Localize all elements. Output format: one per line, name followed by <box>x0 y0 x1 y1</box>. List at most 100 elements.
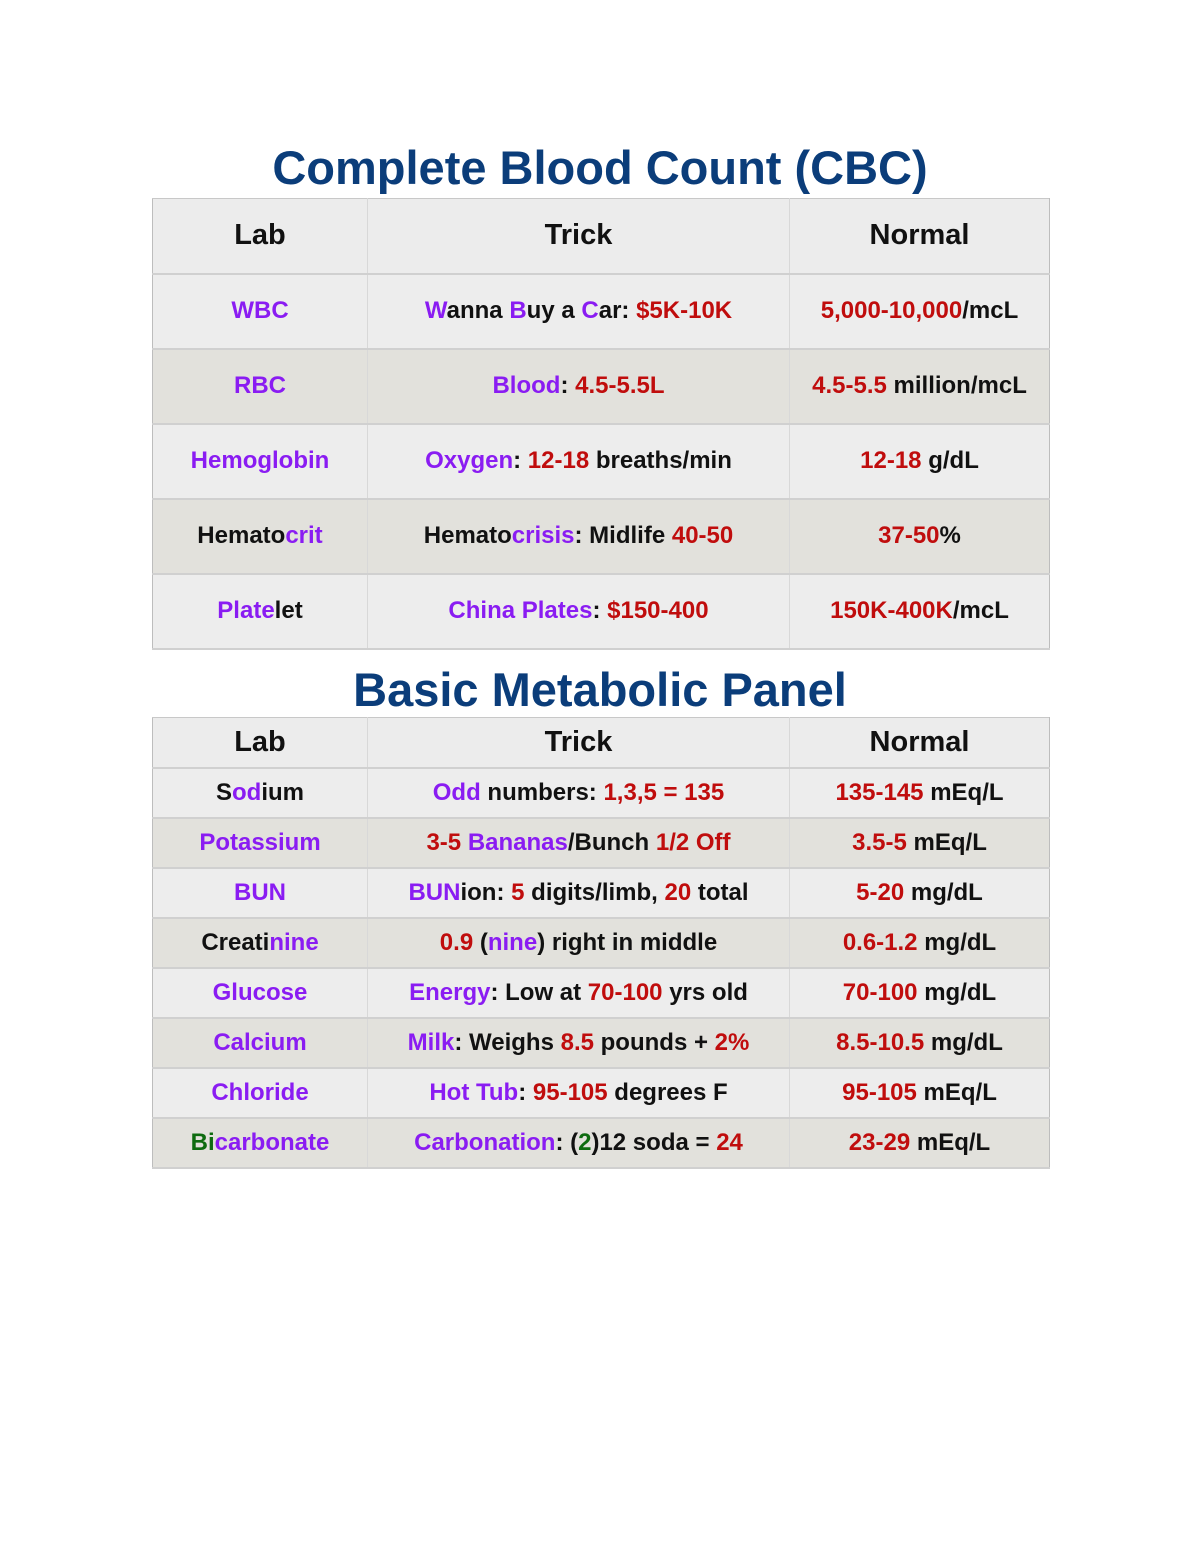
text-segment: S <box>215 778 232 806</box>
text-segment: BUN <box>408 878 461 906</box>
header-normal: Normal <box>789 198 1050 275</box>
text-segment: Oxygen <box>425 447 514 474</box>
text-segment: g/dL <box>921 447 979 474</box>
text-segment: Hemato <box>197 522 286 549</box>
cell-trick: Hematocrisis: Midlife 40-50 <box>367 498 790 575</box>
text-segment: mg/dL <box>917 978 997 1006</box>
text-segment: % <box>939 522 961 549</box>
cell-normal: 23-29 mEq/L <box>789 1117 1050 1169</box>
text-segment: Carbonation <box>414 1128 556 1156</box>
cell-lab: WBC <box>152 273 368 350</box>
text-segment: ium <box>261 778 304 806</box>
text-segment: anna <box>446 297 510 324</box>
text-segment: Creati <box>201 928 270 956</box>
text-segment: Energy <box>409 978 491 1006</box>
cell-normal: 70-100 mg/dL <box>789 967 1050 1019</box>
cell-trick: 0.9 (nine) right in middle <box>367 917 790 969</box>
cell-lab: Chloride <box>152 1067 368 1119</box>
text-segment: crit <box>285 522 323 549</box>
text-segment: crisis <box>511 522 575 549</box>
text-segment: 8.5-10.5 <box>836 1028 925 1056</box>
text-segment: yrs old <box>662 978 748 1006</box>
text-segment: $150-400 <box>607 597 709 624</box>
text-segment: Hot Tub <box>429 1078 519 1106</box>
header-trick: Trick <box>367 198 790 275</box>
text-segment: uy a <box>526 297 582 324</box>
text-segment: carbonate <box>214 1128 330 1156</box>
text-segment: 8.5 <box>560 1028 594 1056</box>
text-segment: 5 <box>511 878 525 906</box>
cell-normal: 8.5-10.5 mg/dL <box>789 1017 1050 1069</box>
text-segment: B <box>509 297 527 324</box>
cell-normal: 5,000-10,000/mcL <box>789 273 1050 350</box>
text-segment: 4.5-5.5L <box>575 372 665 399</box>
text-segment: Glucose <box>212 978 308 1006</box>
cell-lab: Bicarbonate <box>152 1117 368 1169</box>
text-segment: BUN <box>234 878 286 906</box>
text-segment: ( <box>473 928 488 956</box>
table-row: Platelet China Plates: $150-400 150K-400K/… <box>152 573 1050 650</box>
text-segment: 40-50 <box>671 522 734 549</box>
text-segment: 37-50 <box>878 522 940 549</box>
header-lab: Lab <box>152 717 368 769</box>
text-segment: : <box>513 447 528 474</box>
text-segment: /mcL <box>952 597 1009 624</box>
text-segment: W <box>424 297 447 324</box>
cell-trick: Wanna Buy a Car: $5K-10K <box>367 273 790 350</box>
text-segment: Potassium <box>199 828 321 856</box>
cell-trick: Hot Tub: 95-105 degrees F <box>367 1067 790 1119</box>
cell-normal: 37-50% <box>789 498 1050 575</box>
header-lab: Lab <box>152 198 368 275</box>
text-segment: : Midlife <box>574 522 672 549</box>
table-row: Creatinine 0.9 (nine) right in middle 0.6-… <box>152 917 1050 969</box>
cell-lab: Creatinine <box>152 917 368 969</box>
text-segment: Calcium <box>213 1028 307 1056</box>
text-segment: mg/dL <box>904 878 983 906</box>
text-segment: $5K-10K <box>636 297 733 324</box>
text-segment: : Low at <box>490 978 588 1006</box>
text-segment: let <box>274 597 303 624</box>
text-segment: digits/limb, <box>524 878 665 906</box>
cell-trick: Carbonation: (2)12 soda = 24 <box>367 1117 790 1169</box>
text-segment: China Plates <box>448 597 593 624</box>
text-segment: 24 <box>716 1128 743 1156</box>
text-segment: 2% <box>714 1028 750 1056</box>
table-row: Bicarbonate Carbonation: (2)12 soda = 24 2… <box>152 1117 1050 1169</box>
table-row: Hematocrit Hematocrisis: Midlife 40-50 37-… <box>152 498 1050 575</box>
text-segment: mg/dL <box>917 928 997 956</box>
cell-lab: Hematocrit <box>152 498 368 575</box>
text-segment: Hemato <box>423 522 512 549</box>
text-segment: 70-100 <box>587 978 663 1006</box>
cell-normal: 5-20 mg/dL <box>789 867 1050 919</box>
table-row: BUN BUNion: 5 digits/limb, 20 total 5-20 m… <box>152 867 1050 919</box>
table-row: WBC Wanna Buy a Car: $5K-10K 5,000-10,000/… <box>152 273 1050 350</box>
cell-trick: BUNion: 5 digits/limb, 20 total <box>367 867 790 919</box>
text-segment: C <box>581 297 599 324</box>
cell-trick: Milk: Weighs 8.5 pounds + 2% <box>367 1017 790 1069</box>
table-row: Calcium Milk: Weighs 8.5 pounds + 2% 8.5-1… <box>152 1017 1050 1069</box>
text-segment: pounds + <box>593 1028 715 1056</box>
cell-normal: 12-18 g/dL <box>789 423 1050 500</box>
text-segment: mEq/L <box>906 828 987 856</box>
text-segment: 70-100 <box>842 978 918 1006</box>
cell-trick: 3-5 Bananas/Bunch 1/2 Off <box>367 817 790 869</box>
text-segment: od <box>232 778 262 806</box>
text-segment: mEq/L <box>916 1078 997 1106</box>
text-segment: 2 <box>578 1128 592 1156</box>
text-segment: Plate <box>217 597 275 624</box>
header-row: Lab Trick Normal <box>152 717 1050 769</box>
text-segment: /Bunch <box>567 828 656 856</box>
text-segment: total <box>691 878 749 906</box>
header-row: Lab Trick Normal <box>152 198 1050 275</box>
text-segment: nine <box>269 928 319 956</box>
table-row: Glucose Energy: Low at 70-100 yrs old 70-1… <box>152 967 1050 1019</box>
bmp-title: Basic Metabolic Panel <box>353 663 847 716</box>
text-segment: 0.9 <box>439 928 474 956</box>
text-segment: 4.5-5.5 <box>812 372 887 399</box>
text-segment: ) right in middle <box>537 928 718 956</box>
text-segment: 135-145 <box>835 778 924 806</box>
table-row: Potassium 3-5 Bananas/Bunch 1/2 Off 3.5-5 … <box>152 817 1050 869</box>
text-segment: 150K-400K <box>830 597 953 624</box>
text-segment: RBC <box>234 372 286 399</box>
cell-lab: Hemoglobin <box>152 423 368 500</box>
